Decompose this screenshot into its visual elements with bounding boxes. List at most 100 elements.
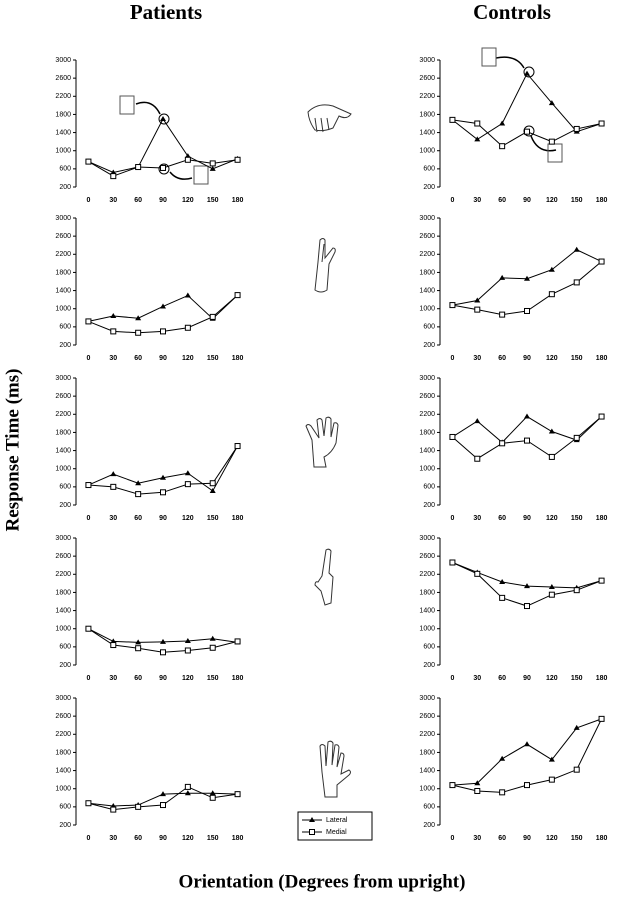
point — [234, 791, 241, 798]
x-tick-label: 90 — [523, 515, 531, 522]
point — [524, 413, 530, 419]
x-tick-label: 120 — [546, 515, 558, 522]
annotation-arrow — [169, 171, 193, 180]
y-tick-label: 200 — [423, 184, 435, 191]
y-tick-label: 1000 — [419, 786, 435, 793]
x-tick-label: 0 — [450, 675, 454, 682]
y-tick-label: 3000 — [55, 57, 71, 64]
y-tick-label: 1400 — [55, 129, 71, 136]
x-tick-label: 120 — [182, 835, 194, 842]
y-tick-label: 1000 — [419, 466, 435, 473]
y-tick-label: 2200 — [55, 571, 71, 578]
y-tick-label: 2200 — [419, 93, 435, 100]
annotation-arrow — [495, 56, 525, 69]
y-tick-label: 3000 — [55, 215, 71, 222]
y-tick-label: 1800 — [419, 429, 435, 436]
point — [135, 315, 142, 321]
x-tick-label: 60 — [498, 515, 506, 522]
y-tick-label: 600 — [423, 644, 435, 651]
legend: Lateral Medial — [297, 811, 373, 841]
x-tick-label: 60 — [498, 197, 506, 204]
x-tick-label: 120 — [182, 675, 194, 682]
point — [184, 470, 191, 476]
x-tick-label: 150 — [571, 835, 583, 842]
point — [573, 246, 580, 252]
point — [499, 440, 506, 447]
y-tick-label: 600 — [59, 804, 71, 811]
y-tick-label: 1800 — [55, 749, 71, 756]
point — [85, 482, 92, 489]
y-tick-label: 1000 — [55, 148, 71, 155]
x-tick-label: 180 — [596, 675, 608, 682]
y-tick-label: 3000 — [55, 375, 71, 382]
point — [110, 642, 117, 649]
x-tick-label: 120 — [182, 197, 194, 204]
y-tick-label: 200 — [59, 502, 71, 509]
point — [573, 125, 580, 132]
point — [135, 803, 142, 810]
point — [474, 418, 481, 424]
x-tick-label: 60 — [134, 355, 142, 362]
y-tick-label: 200 — [423, 342, 435, 349]
annotation-circle — [158, 163, 170, 175]
y-tick-label: 1000 — [419, 626, 435, 633]
x-tick-label: 90 — [523, 835, 531, 842]
point — [573, 587, 580, 594]
x-tick-label: 30 — [109, 355, 117, 362]
y-tick-label: 3000 — [419, 535, 435, 542]
point — [548, 428, 555, 434]
x-tick-label: 90 — [523, 355, 531, 362]
x-tick-label: 30 — [109, 675, 117, 682]
y-tick-label: 600 — [423, 484, 435, 491]
point — [135, 480, 142, 486]
x-axis-label: Orientation (Degrees from upright) — [179, 871, 466, 892]
y-tick-label: 1800 — [55, 269, 71, 276]
point — [548, 776, 555, 783]
y-tick-label: 2200 — [419, 411, 435, 418]
point — [524, 307, 530, 314]
x-tick-label: 180 — [596, 197, 608, 204]
y-tick-label: 1000 — [55, 466, 71, 473]
x-tick-label: 60 — [498, 355, 506, 362]
point — [184, 783, 191, 790]
y-tick-label: 600 — [423, 804, 435, 811]
point — [499, 311, 506, 318]
y-tick-label: 1400 — [419, 129, 435, 136]
x-tick-label: 180 — [232, 515, 244, 522]
point — [474, 306, 481, 313]
point — [524, 128, 530, 135]
y-tick-label: 1800 — [55, 429, 71, 436]
y-tick-label: 1800 — [419, 589, 435, 596]
y-axis-label: Response Time (ms) — [2, 369, 23, 532]
point — [499, 789, 506, 796]
y-tick-label: 1000 — [55, 786, 71, 793]
y-tick-label: 1800 — [55, 111, 71, 118]
point — [524, 437, 530, 444]
point — [85, 158, 92, 165]
point — [499, 274, 506, 280]
point — [548, 138, 555, 145]
point — [449, 116, 456, 123]
x-tick-label: 30 — [109, 835, 117, 842]
point — [135, 329, 142, 336]
point — [184, 292, 191, 298]
x-tick-label: 0 — [450, 197, 454, 204]
y-tick-label: 2200 — [419, 251, 435, 258]
x-tick-label: 0 — [86, 835, 90, 842]
x-tick-label: 30 — [473, 355, 481, 362]
point — [474, 136, 481, 142]
y-tick-label: 1800 — [419, 269, 435, 276]
annotation-arrow — [530, 135, 557, 152]
point — [184, 637, 191, 643]
point — [135, 164, 142, 171]
point — [110, 806, 117, 813]
y-tick-label: 2200 — [55, 731, 71, 738]
point — [474, 787, 481, 794]
column-title: Controls — [473, 0, 551, 24]
x-tick-label: 90 — [523, 197, 531, 204]
x-tick-label: 120 — [546, 197, 558, 204]
point — [499, 594, 506, 601]
point — [474, 297, 481, 303]
y-tick-label: 600 — [423, 324, 435, 331]
y-tick-label: 2600 — [55, 75, 71, 82]
